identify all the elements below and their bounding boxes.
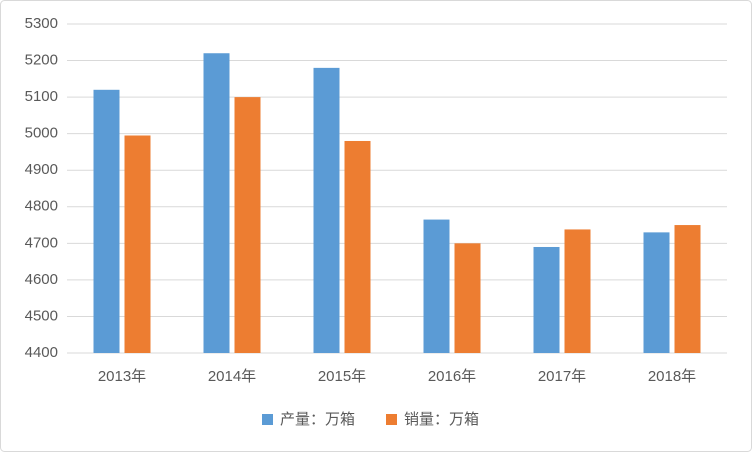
bar bbox=[93, 89, 120, 354]
y-tick-label: 4600 bbox=[25, 271, 58, 288]
bar bbox=[234, 97, 261, 353]
x-tick-label: 2016年 bbox=[428, 368, 476, 385]
legend-swatch bbox=[262, 414, 273, 425]
bar bbox=[454, 243, 481, 353]
y-tick-label: 5300 bbox=[25, 15, 58, 32]
x-tick-label: 2013年 bbox=[98, 368, 146, 385]
legend-swatch bbox=[386, 414, 397, 425]
y-tick-label: 5200 bbox=[25, 52, 58, 69]
bar bbox=[344, 140, 371, 353]
bar bbox=[643, 232, 670, 353]
x-tick-label: 2018年 bbox=[648, 368, 696, 385]
y-tick-label: 4800 bbox=[25, 198, 58, 215]
x-tick-label: 2017年 bbox=[538, 368, 586, 385]
y-tick-label: 4700 bbox=[25, 234, 58, 251]
bar bbox=[203, 53, 230, 353]
bar bbox=[423, 219, 450, 353]
x-tick-label: 2015年 bbox=[318, 368, 366, 385]
x-tick-label: 2014年 bbox=[208, 368, 256, 385]
bar bbox=[674, 225, 701, 353]
y-tick-label: 4900 bbox=[25, 161, 58, 178]
bar bbox=[564, 229, 591, 353]
y-tick-label: 5000 bbox=[25, 125, 58, 142]
legend-label: 销量：万箱 bbox=[404, 411, 479, 428]
legend-label: 产量：万箱 bbox=[280, 411, 355, 428]
bar bbox=[124, 135, 151, 353]
bar bbox=[533, 246, 560, 353]
y-tick-label: 4400 bbox=[25, 344, 58, 361]
y-tick-label: 4500 bbox=[25, 307, 58, 324]
y-tick-label: 5100 bbox=[25, 88, 58, 105]
bar bbox=[313, 67, 340, 353]
